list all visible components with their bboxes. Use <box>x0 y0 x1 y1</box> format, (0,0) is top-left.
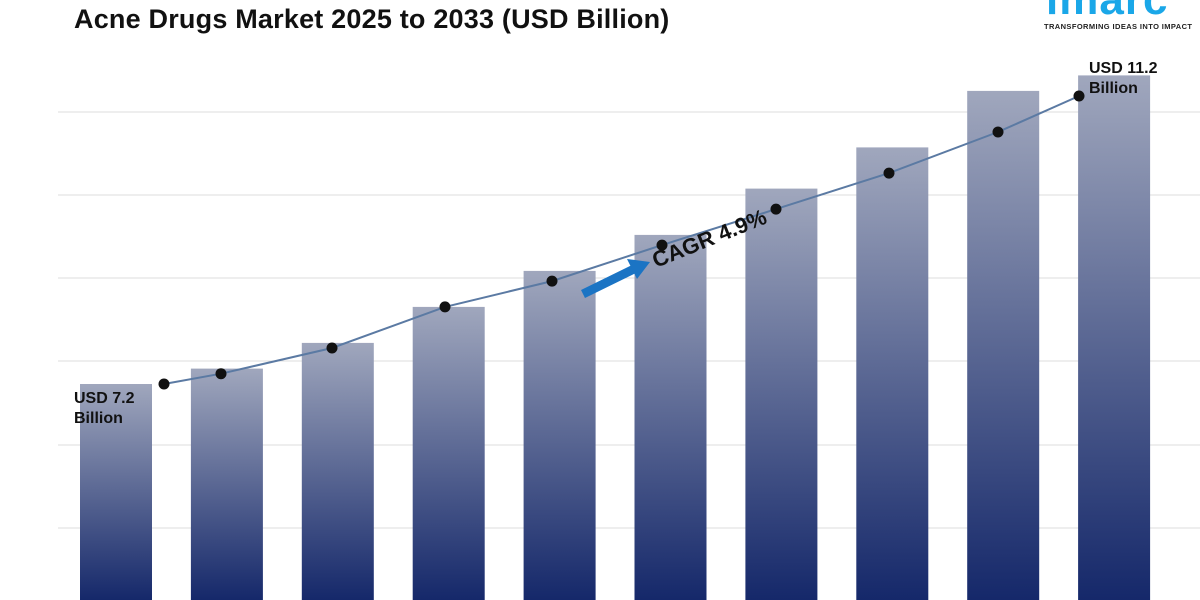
end-value-unit: Billion <box>1089 80 1138 97</box>
trend-point-6 <box>656 239 668 251</box>
bar-8 <box>856 147 929 600</box>
bar-4 <box>412 306 485 600</box>
imarc-logo: imarc TRANSFORMING IDEAS INTO IMPACT <box>1040 0 1200 36</box>
logo-tagline: TRANSFORMING IDEAS INTO IMPACT <box>1044 22 1193 31</box>
chart-bars <box>80 75 1151 600</box>
bar-5 <box>523 270 596 600</box>
bar-10 <box>1078 75 1151 600</box>
end-value-callout: USD 11.2 Billion <box>1089 59 1157 99</box>
bar-6 <box>634 234 707 600</box>
trend-point-5 <box>546 275 558 287</box>
start-value-callout: USD 7.2 Billion <box>74 389 134 429</box>
bar-7 <box>745 188 818 600</box>
trend-point-10 <box>1073 90 1085 102</box>
page-title: Acne Drugs Market 2025 to 2033 (USD Bill… <box>74 4 670 34</box>
bar-1 <box>80 384 152 600</box>
trend-point-8 <box>883 167 895 179</box>
logo-wordmark: imarc <box>1046 0 1168 22</box>
bar-9 <box>967 90 1040 600</box>
trend-point-4 <box>439 301 451 313</box>
trend-point-2 <box>215 368 227 380</box>
start-value-unit: Billion <box>74 410 123 427</box>
trend-point-9 <box>992 126 1004 138</box>
trend-point-7 <box>770 203 782 215</box>
cagr-arrow-icon <box>581 259 650 299</box>
trend-line <box>158 90 1085 390</box>
trend-point-3 <box>326 342 338 354</box>
bar-2 <box>190 368 263 600</box>
trend-point-1 <box>158 378 170 390</box>
start-value-amount: USD 7.2 <box>74 390 135 407</box>
end-value-amount: USD 11.2 <box>1089 60 1158 77</box>
bar-3 <box>301 342 374 600</box>
trend-line-path <box>163 95 1080 385</box>
